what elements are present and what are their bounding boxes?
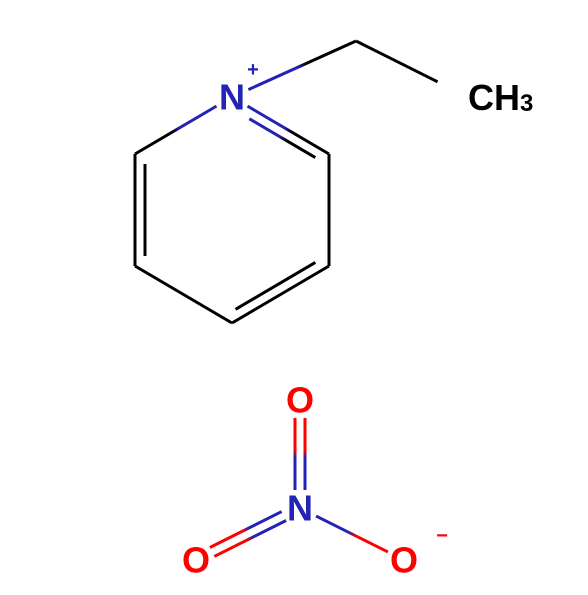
atom-o2: O [182,540,210,581]
atom-n-nitrate: N [287,488,313,529]
atom-ch3: CH3 [468,77,533,118]
charge-plus: + [247,59,259,81]
atom-n-pyridinium: N [219,77,245,118]
atom-o1: O [286,380,314,421]
molecule-diagram: N+CH3NOOO− [0,0,588,595]
atom-o3: O [390,540,418,581]
charge-minus: − [436,525,448,547]
